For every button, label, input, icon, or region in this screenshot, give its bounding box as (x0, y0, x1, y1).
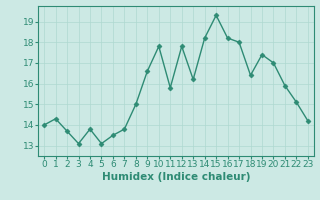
X-axis label: Humidex (Indice chaleur): Humidex (Indice chaleur) (102, 172, 250, 182)
